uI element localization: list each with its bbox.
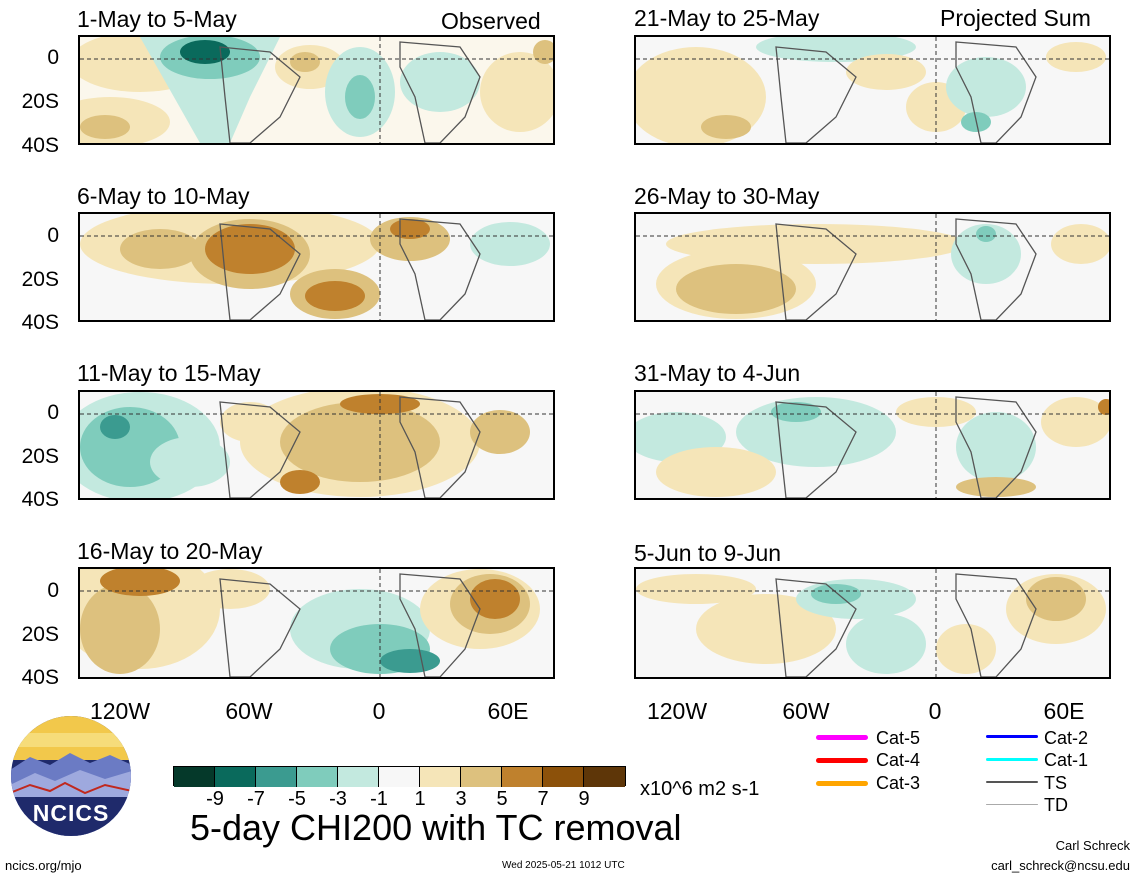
panel-title-7: 31-May to 4-Jun <box>634 360 801 386</box>
panel-title-3: 11-May to 15-May <box>77 360 261 386</box>
lon-label: 120W <box>646 698 708 724</box>
map-panel-5 <box>634 35 1111 145</box>
legend-label: TS <box>1044 773 1068 793</box>
lon-label: 60E <box>1043 698 1085 724</box>
colorbar-cell <box>502 767 543 787</box>
legend-label: TD <box>1044 795 1068 815</box>
panel-title-8: 5-Jun to 9-Jun <box>634 540 782 566</box>
colorbar-cell <box>174 767 215 787</box>
colorbar-tick: -9 <box>206 788 224 810</box>
lat-label: 0 <box>47 401 59 424</box>
panel-title-1: 1-May to 5-May <box>77 6 237 32</box>
logo-text: NCICS <box>32 800 110 826</box>
colorbar-tick: 7 <box>537 788 549 810</box>
legend-label: Cat-2 <box>1044 728 1089 748</box>
colorbar-cell <box>379 767 420 787</box>
cat2-line <box>986 735 1038 738</box>
lat-label: 40S <box>21 488 59 511</box>
colorbar-cell <box>215 767 256 787</box>
lon-label: 0 <box>372 698 386 724</box>
timestamp-label: Wed 2025-05-21 1012 UTC <box>502 860 625 871</box>
lat-label: 20S <box>21 90 59 113</box>
map-panel-8 <box>634 567 1111 679</box>
lon-label: 60E <box>487 698 529 724</box>
colorbar-tick: 1 <box>414 788 426 810</box>
colorbar-units: x10^6 m2 s-1 <box>640 778 760 800</box>
map-panel-2 <box>78 212 555 322</box>
legend-label: Cat-4 <box>876 750 921 770</box>
colorbar-tick: 5 <box>496 788 508 810</box>
lon-label: 120W <box>89 698 151 724</box>
lat-label: 20S <box>21 268 59 291</box>
main-title: 5-day CHI200 with TC removal <box>190 807 682 848</box>
colorbar-tick: -7 <box>247 788 265 810</box>
cat1-line <box>986 758 1038 761</box>
colorbar-cell <box>297 767 338 787</box>
colorbar-tick: 3 <box>455 788 467 810</box>
lat-label: 0 <box>47 46 59 69</box>
colorbar-cell <box>584 767 625 787</box>
ts-line <box>986 781 1038 783</box>
colorbar-ticks: -9 -7 -5 -3 -1 1 3 5 7 9 <box>0 788 700 812</box>
cat4-line <box>816 758 868 763</box>
ncics-logo: NCICS <box>10 715 132 837</box>
legend-label: Cat-3 <box>876 773 921 793</box>
email-label: carl_schreck@ncsu.edu <box>991 858 1130 873</box>
panel-title-4: 16-May to 20-May <box>77 538 263 564</box>
lat-label: 0 <box>47 224 59 247</box>
cat5-line <box>816 735 868 740</box>
lat-label: 40S <box>21 311 59 334</box>
legend-label: Cat-5 <box>876 728 921 748</box>
map-panel-7 <box>634 390 1111 500</box>
lat-label: 40S <box>21 134 59 157</box>
lon-label: 60W <box>225 698 273 724</box>
map-panel-1 <box>78 35 555 145</box>
colorbar-tick: -1 <box>370 788 388 810</box>
map-panel-4 <box>78 567 555 679</box>
website-label: ncics.org/mjo <box>5 858 82 873</box>
lon-label: 0 <box>928 698 942 724</box>
colorbar-cell <box>461 767 502 787</box>
panel-title-2: 6-May to 10-May <box>77 183 250 209</box>
colorbar-cell <box>338 767 379 787</box>
observed-label: Observed <box>441 8 541 34</box>
cat3-line <box>816 781 868 786</box>
lat-label: 20S <box>21 623 59 646</box>
projected-label: Projected Sum <box>940 5 1091 31</box>
colorbar-cell <box>420 767 461 787</box>
colorbar <box>173 766 626 787</box>
panel-title-6: 26-May to 30-May <box>634 183 820 209</box>
legend-label: Cat-1 <box>1044 750 1089 770</box>
panel-title-5: 21-May to 25-May <box>634 5 820 31</box>
colorbar-cell <box>256 767 297 787</box>
colorbar-tick: 9 <box>578 788 590 810</box>
lat-label: 20S <box>21 445 59 468</box>
lat-label: 0 <box>47 579 59 602</box>
colorbar-tick: -5 <box>288 788 306 810</box>
map-panel-3 <box>78 390 555 500</box>
tc-legend: Cat-5 Cat-4 Cat-3 Cat-2 Cat-1 TS TD <box>816 728 1116 818</box>
colorbar-cell <box>543 767 584 787</box>
lon-label: 60W <box>782 698 830 724</box>
author-label: Carl Schreck <box>1055 838 1130 853</box>
map-panel-6 <box>634 212 1111 322</box>
td-line <box>986 804 1038 805</box>
colorbar-tick: -3 <box>329 788 347 810</box>
lat-label: 40S <box>21 666 59 689</box>
